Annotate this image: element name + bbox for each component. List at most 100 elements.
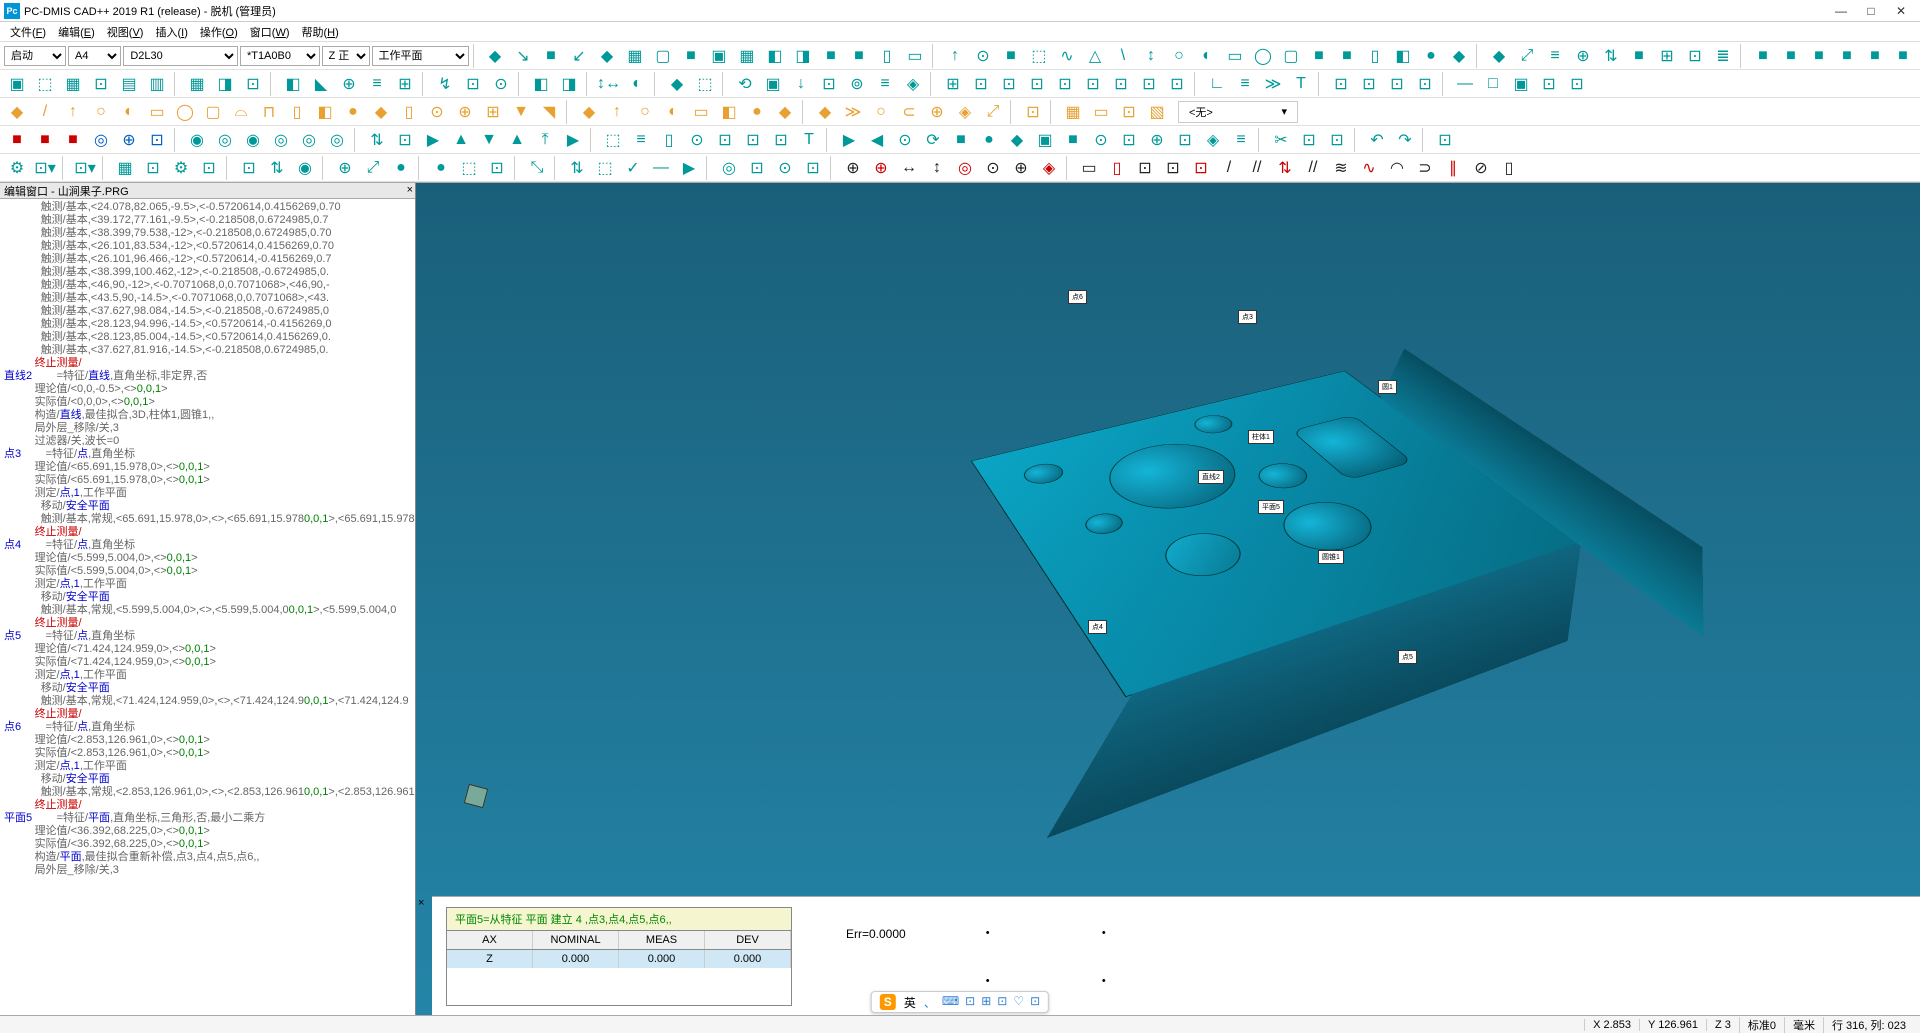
edit-window-close-icon[interactable]: × <box>407 184 413 196</box>
combo-start[interactable]: 启动 <box>4 46 66 66</box>
toolbar-button[interactable]: ◎ <box>716 156 742 180</box>
toolbar-button[interactable]: ↘ <box>510 44 536 68</box>
toolbar-button[interactable]: T <box>1288 72 1314 96</box>
toolbar-button[interactable]: ▣ <box>1508 72 1534 96</box>
toolbar-button[interactable]: ⊡ <box>816 72 842 96</box>
menu-v[interactable]: 视图(V) <box>103 24 148 40</box>
toolbar-button[interactable]: ▼ <box>476 128 502 152</box>
toolbar-button[interactable]: ↷ <box>1392 128 1418 152</box>
toolbar-button[interactable]: ≋ <box>1328 156 1354 180</box>
minimize-button[interactable]: — <box>1834 4 1848 18</box>
toolbar-button[interactable]: ⊡ <box>800 156 826 180</box>
toolbar-button[interactable]: ⇅ <box>1272 156 1298 180</box>
toolbar-button[interactable]: ⊡ <box>1536 72 1562 96</box>
toolbar-button[interactable]: ≡ <box>628 128 654 152</box>
toolbar-button[interactable]: ⊡ <box>196 156 222 180</box>
toolbar-button[interactable]: ◧ <box>1390 44 1416 68</box>
toolbar-button[interactable]: ■ <box>1334 44 1360 68</box>
feature-label-3d[interactable]: 柱体1 <box>1248 430 1274 444</box>
combo-none[interactable]: <无>▾ <box>1178 101 1298 123</box>
toolbar-button[interactable]: ⊡ <box>1564 72 1590 96</box>
toolbar-button[interactable]: ◆ <box>594 44 620 68</box>
toolbar-button[interactable]: / <box>32 100 58 124</box>
toolbar-button[interactable]: ⟲ <box>732 72 758 96</box>
toolbar-button[interactable]: ⤡ <box>524 156 550 180</box>
feature-label-3d[interactable]: 直线2 <box>1198 470 1224 484</box>
toolbar-button[interactable]: ▼ <box>508 100 534 124</box>
toolbar-button[interactable]: ■ <box>818 44 844 68</box>
menu-f[interactable]: 文件(F) <box>6 24 50 40</box>
feature-label-3d[interactable]: 点5 <box>1398 650 1417 664</box>
toolbar-button[interactable]: ⊕ <box>116 128 142 152</box>
combo-z[interactable]: Z 正 <box>322 46 370 66</box>
toolbar-button[interactable]: ≫ <box>840 100 866 124</box>
menu-e[interactable]: 编辑(E) <box>54 24 99 40</box>
toolbar-button[interactable]: ⊡ <box>744 156 770 180</box>
toolbar-button[interactable]: ⊡ <box>1384 72 1410 96</box>
toolbar-button[interactable]: ▦ <box>112 156 138 180</box>
toolbar-button[interactable]: ⊕ <box>924 100 950 124</box>
combo-workplane[interactable]: 工作平面 <box>372 46 469 66</box>
toolbar-button[interactable]: ▭ <box>1088 100 1114 124</box>
toolbar-button[interactable]: ⇅ <box>1598 44 1624 68</box>
toolbar-button[interactable]: ⤢ <box>980 100 1006 124</box>
toolbar-button[interactable]: ○ <box>1166 44 1192 68</box>
ime-icon[interactable]: ⊡ <box>1030 994 1040 1011</box>
toolbar-button[interactable]: ⊡ <box>460 72 486 96</box>
toolbar-button[interactable]: ⊡ <box>1328 72 1354 96</box>
menu-i[interactable]: 插入(I) <box>151 24 191 40</box>
toolbar-button[interactable]: ◐ <box>116 100 142 124</box>
toolbar-button[interactable]: ■ <box>60 128 86 152</box>
ime-icon[interactable]: ♡ <box>1013 994 1024 1011</box>
toolbar-button[interactable]: ◈ <box>952 100 978 124</box>
toolbar-button[interactable]: ◈ <box>1200 128 1226 152</box>
ime-icon[interactable]: ⊡ <box>965 994 975 1011</box>
toolbar-button[interactable]: ⤢ <box>1514 44 1540 68</box>
toolbar-button[interactable]: ▲ <box>448 128 474 152</box>
toolbar-button[interactable]: ▯ <box>1104 156 1130 180</box>
toolbar-button[interactable]: ∟ <box>1204 72 1230 96</box>
toolbar-button[interactable]: ◎ <box>324 128 350 152</box>
toolbar-button[interactable]: ⊡ <box>1682 44 1708 68</box>
toolbar-button[interactable]: ▯ <box>874 44 900 68</box>
menu-h[interactable]: 帮助(H) <box>298 24 343 40</box>
toolbar-button[interactable]: ⊡ <box>1296 128 1322 152</box>
toolbar-button[interactable]: ↕↔ <box>596 72 622 96</box>
toolbar-button[interactable]: ■ <box>32 128 58 152</box>
toolbar-button[interactable]: T <box>796 128 822 152</box>
toolbar-button[interactable]: ✓ <box>620 156 646 180</box>
toolbar-button[interactable]: ▢ <box>200 100 226 124</box>
toolbar-button[interactable]: ■ <box>1890 44 1916 68</box>
toolbar-button[interactable]: ⊡ <box>1164 72 1190 96</box>
toolbar-button[interactable]: ⊡ <box>236 156 262 180</box>
combo-probe[interactable]: D2L30 <box>123 46 238 66</box>
toolbar-button[interactable]: ▭ <box>902 44 928 68</box>
toolbar-button[interactable]: ⊡ <box>144 128 170 152</box>
toolbar-button[interactable]: ■ <box>4 128 30 152</box>
toolbar-button[interactable]: ▶ <box>420 128 446 152</box>
toolbar-button[interactable]: ⊡ <box>1412 72 1438 96</box>
toolbar-button[interactable]: ⊙ <box>980 156 1006 180</box>
toolbar-button[interactable]: □ <box>1480 72 1506 96</box>
toolbar-button[interactable]: ⊡ <box>1324 128 1350 152</box>
toolbar-button[interactable]: △ <box>1082 44 1108 68</box>
toolbar-button[interactable]: ▦ <box>1060 100 1086 124</box>
toolbar-button[interactable]: ⊡▾ <box>32 156 58 180</box>
toolbar-button[interactable]: ⊞ <box>392 72 418 96</box>
toolbar-button[interactable]: ▣ <box>4 72 30 96</box>
toolbar-button[interactable]: — <box>648 156 674 180</box>
toolbar-button[interactable]: ◠ <box>1384 156 1410 180</box>
toolbar-button[interactable]: ▦ <box>60 72 86 96</box>
toolbar-button[interactable]: ↑ <box>60 100 86 124</box>
toolbar-button[interactable]: ⊡ <box>1188 156 1214 180</box>
toolbar-button[interactable]: ◀ <box>864 128 890 152</box>
toolbar-button[interactable]: ⊡ <box>1432 128 1458 152</box>
toolbar-button[interactable]: ▯ <box>1496 156 1522 180</box>
toolbar-button[interactable]: ◥ <box>536 100 562 124</box>
toolbar-button[interactable]: ▢ <box>650 44 676 68</box>
toolbar-button[interactable]: // <box>1300 156 1326 180</box>
toolbar-button[interactable]: ⊡▾ <box>72 156 98 180</box>
toolbar-button[interactable]: ▭ <box>1076 156 1102 180</box>
toolbar-button[interactable]: ◨ <box>212 72 238 96</box>
toolbar-button[interactable]: ○ <box>88 100 114 124</box>
